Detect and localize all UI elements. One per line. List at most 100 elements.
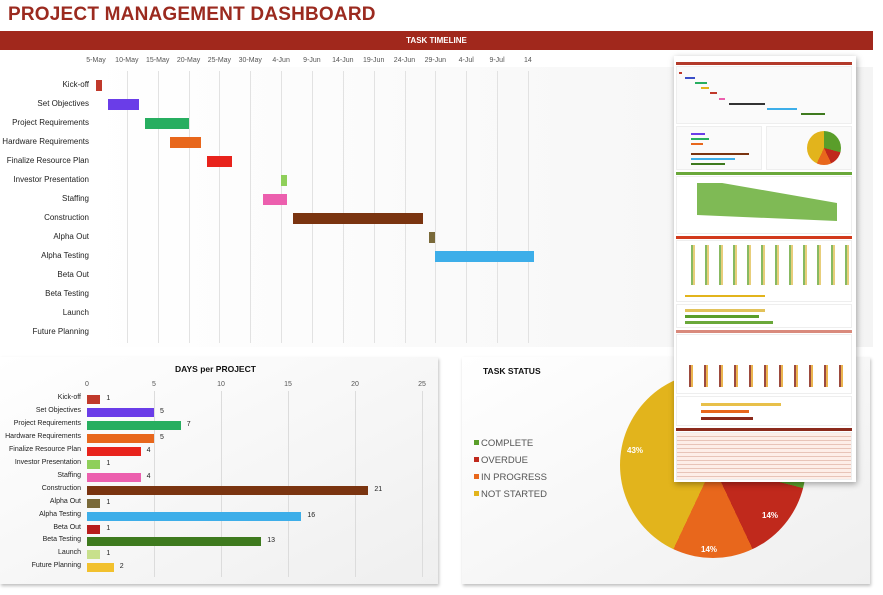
days-category-label: Alpha Testing (39, 510, 81, 518)
timeline-task-label: Kick-off (62, 80, 89, 89)
timeline-task-bar[interactable] (281, 175, 288, 186)
days-value-label: 1 (106, 459, 111, 467)
page-title: PROJECT MANAGEMENT DASHBOARD (8, 4, 376, 25)
days-bar[interactable] (87, 407, 154, 417)
timeline-gridline (404, 71, 406, 343)
days-value-label: 7 (186, 420, 191, 428)
thumbnail-area-chart (676, 176, 852, 234)
thumbnail-timeline-band (676, 62, 852, 65)
timeline-gridline (311, 71, 313, 343)
days-bar[interactable] (87, 498, 101, 508)
legend-label: IN PROGRESS (481, 472, 547, 483)
legend-item-complete[interactable]: COMPLETE (474, 438, 533, 449)
days-value-label: 1 (106, 498, 111, 506)
days-axis-tick: 5 (152, 381, 156, 388)
timeline-date-tick: 4-Jun (272, 57, 290, 64)
timeline-gridline (188, 71, 190, 343)
legend-item-in-progress[interactable]: IN PROGRESS (474, 472, 547, 483)
timeline-gridline (373, 71, 375, 343)
legend-item-overdue[interactable]: OVERDUE (474, 455, 528, 466)
thumbnail-pink-band (676, 330, 852, 333)
thumbnail-status-chart (766, 126, 852, 170)
days-value-label: 16 (307, 511, 316, 519)
days-bar[interactable] (87, 433, 154, 443)
timeline-task-bar[interactable] (435, 251, 535, 262)
legend-label: NOT STARTED (481, 489, 547, 500)
days-category-label: Future Planning (31, 562, 81, 570)
days-category-label: Set Objectives (35, 406, 81, 414)
days-bar[interactable] (87, 446, 141, 456)
days-axis-tick: 15 (284, 381, 292, 388)
timeline-date-tick: 5-May (86, 57, 106, 64)
days-per-project-title: DAYS per PROJECT (175, 364, 256, 374)
days-per-project-panel: DAYS per PROJECT 0 5 10 15 20 25 Kick-off 1 Set … (0, 357, 438, 584)
timeline-gridline (281, 71, 283, 343)
days-bar[interactable] (87, 524, 101, 534)
timeline-task-bar[interactable] (96, 80, 103, 91)
timeline-gridline (126, 71, 128, 343)
days-bar[interactable] (87, 420, 181, 430)
thumbnail-green-hbars (676, 304, 852, 328)
timeline-gridline (435, 71, 437, 343)
days-category-label: Kick-off (57, 394, 81, 401)
thumbnail-task-table (676, 432, 852, 480)
timeline-task-bar[interactable] (108, 99, 140, 110)
timeline-task-bar[interactable] (293, 213, 423, 224)
timeline-gridline (342, 71, 344, 343)
days-axis-tick: 10 (217, 381, 225, 388)
days-bar[interactable] (87, 511, 302, 521)
timeline-task-label: Alpha Out (53, 232, 89, 241)
timeline-task-bar[interactable] (262, 194, 288, 205)
thumbnail-table-band (676, 428, 852, 431)
timeline-task-label: Hardware Requirements (2, 137, 89, 146)
days-value-label: 4 (146, 446, 151, 454)
timeline-date-tick: 10-May (115, 57, 139, 64)
dashboard-preview-thumbnail[interactable] (674, 56, 856, 482)
legend-swatch (474, 490, 479, 496)
timeline-date-tick: 30-May (238, 57, 262, 64)
days-gridline (288, 391, 289, 577)
days-value-label: 1 (106, 524, 111, 532)
timeline-task-label: Future Planning (32, 327, 89, 336)
timeline-date-tick: 9-Jun (303, 57, 321, 64)
legend-label: COMPLETE (481, 438, 534, 449)
timeline-task-label: Alpha Testing (41, 251, 89, 260)
timeline-gridline (466, 71, 468, 343)
timeline-task-label: Staffing (62, 194, 89, 203)
days-bar[interactable] (87, 537, 262, 547)
days-bar[interactable] (87, 563, 114, 573)
thumbnail-gantt (676, 66, 852, 124)
timeline-gridline (250, 71, 252, 343)
days-category-label: Beta Out (53, 523, 81, 531)
timeline-task-bar[interactable] (429, 232, 436, 243)
days-value-label: 1 (106, 395, 111, 402)
thumbnail-green-band (676, 172, 852, 175)
timeline-task-bar[interactable] (145, 118, 189, 129)
timeline-task-label: Construction (44, 213, 89, 222)
days-value-label: 1 (106, 550, 111, 558)
timeline-gridline (497, 71, 499, 343)
days-axis-tick: 25 (418, 381, 426, 388)
days-bar[interactable] (87, 395, 101, 404)
days-value-label: 5 (160, 433, 164, 441)
days-bar[interactable] (87, 485, 369, 495)
legend-item-not-started[interactable]: NOT STARTED (474, 489, 547, 500)
days-value-label: 13 (267, 537, 275, 545)
timeline-gridline (527, 71, 529, 343)
timeline-date-tick: 15-May (146, 57, 170, 64)
days-bar[interactable] (87, 550, 101, 560)
timeline-date-tick: 20-May (176, 57, 201, 64)
timeline-task-label: Set Objectives (37, 99, 89, 108)
days-bar[interactable] (87, 459, 101, 469)
days-gridline (221, 391, 222, 577)
days-bar[interactable] (87, 472, 141, 482)
legend-swatch (474, 473, 479, 479)
days-value-label: 21 (374, 485, 383, 493)
days-axis-tick: 0 (85, 381, 89, 388)
timeline-task-bar[interactable] (170, 137, 201, 148)
timeline-task-label: Project Requirements (12, 118, 89, 127)
days-category-label: Launch (58, 549, 81, 557)
timeline-task-bar[interactable] (207, 156, 232, 167)
thumbnail-days-chart (676, 126, 762, 170)
